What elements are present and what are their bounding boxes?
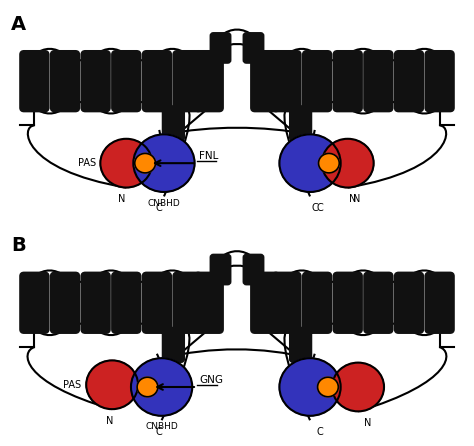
Text: C: C <box>156 203 163 213</box>
Circle shape <box>137 377 158 397</box>
Circle shape <box>322 139 374 187</box>
FancyBboxPatch shape <box>51 273 79 333</box>
FancyBboxPatch shape <box>364 51 392 112</box>
Circle shape <box>133 134 195 192</box>
FancyBboxPatch shape <box>395 51 423 112</box>
FancyBboxPatch shape <box>173 273 201 333</box>
FancyBboxPatch shape <box>163 106 184 140</box>
FancyBboxPatch shape <box>334 51 362 112</box>
Circle shape <box>279 358 341 416</box>
Circle shape <box>319 153 339 173</box>
FancyBboxPatch shape <box>244 255 264 285</box>
Text: PAS: PAS <box>78 158 96 168</box>
Circle shape <box>332 363 384 411</box>
FancyBboxPatch shape <box>251 273 279 333</box>
Text: CNBHD: CNBHD <box>145 422 178 431</box>
FancyBboxPatch shape <box>290 328 311 362</box>
Text: N: N <box>349 194 356 204</box>
FancyBboxPatch shape <box>82 273 110 333</box>
FancyBboxPatch shape <box>395 273 423 333</box>
FancyBboxPatch shape <box>143 273 171 333</box>
Text: GNG: GNG <box>199 375 223 385</box>
Text: PAS: PAS <box>64 380 82 390</box>
FancyBboxPatch shape <box>112 273 140 333</box>
FancyBboxPatch shape <box>244 33 264 63</box>
FancyBboxPatch shape <box>210 33 230 63</box>
Circle shape <box>86 360 138 409</box>
FancyBboxPatch shape <box>20 273 48 333</box>
FancyBboxPatch shape <box>334 273 362 333</box>
Text: C: C <box>316 203 323 213</box>
Text: FNL: FNL <box>199 151 219 161</box>
FancyBboxPatch shape <box>195 51 223 112</box>
Circle shape <box>279 134 341 192</box>
FancyBboxPatch shape <box>163 328 184 362</box>
Circle shape <box>318 377 338 397</box>
FancyBboxPatch shape <box>210 255 230 285</box>
FancyBboxPatch shape <box>273 273 301 333</box>
FancyBboxPatch shape <box>20 51 48 112</box>
FancyBboxPatch shape <box>364 273 392 333</box>
FancyBboxPatch shape <box>251 51 279 112</box>
FancyBboxPatch shape <box>426 273 454 333</box>
Text: N: N <box>364 418 371 428</box>
FancyBboxPatch shape <box>51 51 79 112</box>
FancyBboxPatch shape <box>303 273 331 333</box>
Text: C: C <box>316 427 323 437</box>
FancyBboxPatch shape <box>426 51 454 112</box>
Text: A: A <box>11 15 26 34</box>
FancyBboxPatch shape <box>303 51 331 112</box>
Text: B: B <box>11 236 26 255</box>
Text: N: N <box>106 416 113 426</box>
FancyBboxPatch shape <box>82 51 110 112</box>
Circle shape <box>100 139 152 187</box>
FancyBboxPatch shape <box>143 51 171 112</box>
FancyBboxPatch shape <box>173 51 201 112</box>
Text: N: N <box>118 194 125 204</box>
Circle shape <box>131 358 192 416</box>
FancyBboxPatch shape <box>112 51 140 112</box>
Text: CNBHD: CNBHD <box>147 198 180 208</box>
Text: C: C <box>311 203 318 213</box>
FancyBboxPatch shape <box>290 106 311 140</box>
Circle shape <box>135 153 155 173</box>
Text: N: N <box>354 194 361 204</box>
FancyBboxPatch shape <box>195 273 223 333</box>
FancyBboxPatch shape <box>273 51 301 112</box>
Text: C: C <box>156 427 163 437</box>
